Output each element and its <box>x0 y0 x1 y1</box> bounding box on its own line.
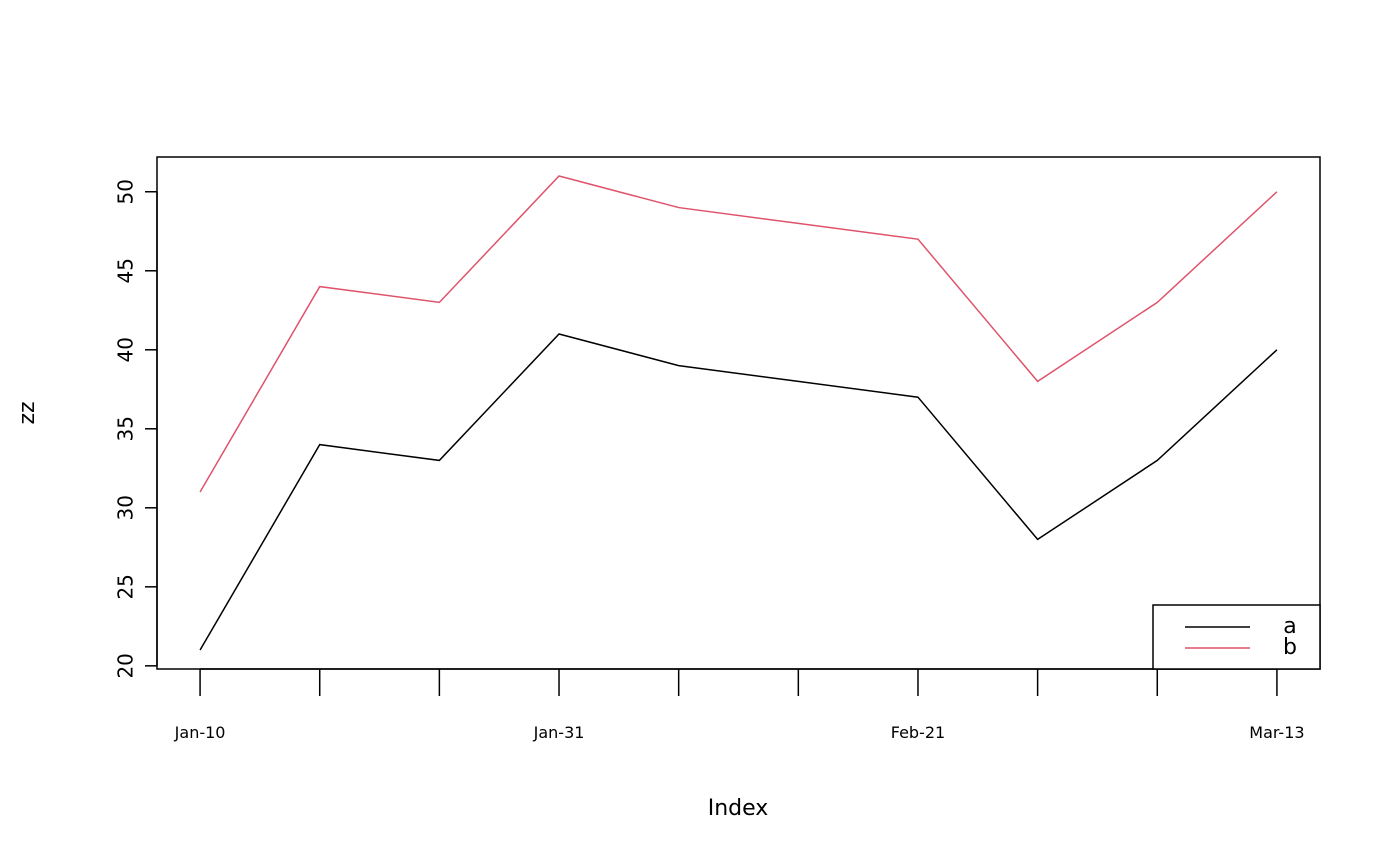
y-tick-label: 25 <box>114 574 138 599</box>
x-axis-label: Index <box>708 796 769 821</box>
series-line <box>199 175 1278 493</box>
y-tick-label: 30 <box>114 495 138 520</box>
legend-label: b <box>1283 635 1297 660</box>
y-tick-label: 20 <box>114 653 138 678</box>
y-tick-label: 50 <box>114 179 138 204</box>
legend-label: a <box>1283 614 1296 639</box>
x-tick-label: Mar-13 <box>1249 723 1304 742</box>
y-tick-label: 35 <box>114 416 138 441</box>
y-axis-label: zz <box>15 401 40 424</box>
y-tick-label: 40 <box>114 337 138 362</box>
x-tick-label: Jan-31 <box>533 723 585 742</box>
series-line <box>199 333 1278 651</box>
plot-frame <box>156 156 1321 670</box>
legend-box <box>1152 604 1321 670</box>
y-tick-label: 45 <box>114 258 138 283</box>
x-tick-label: Jan-10 <box>174 723 226 742</box>
x-tick-label: Feb-21 <box>891 723 945 742</box>
